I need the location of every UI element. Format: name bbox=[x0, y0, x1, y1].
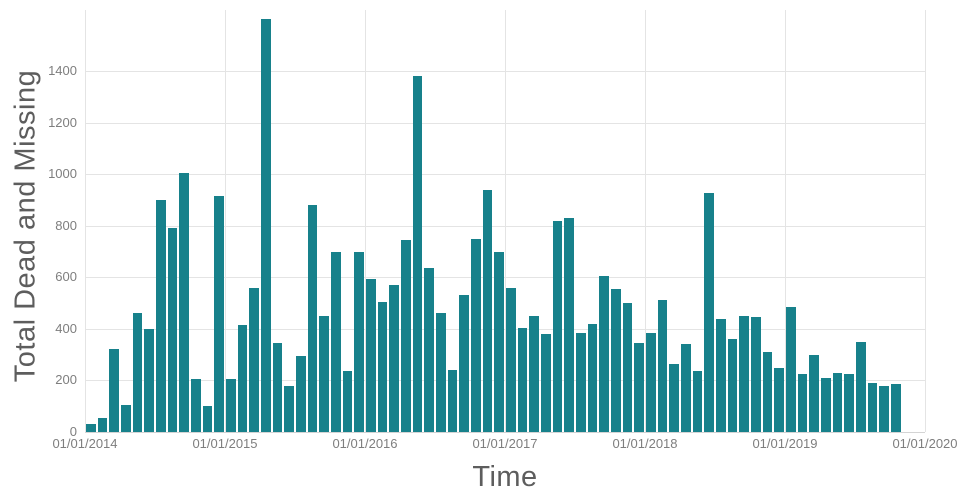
bar bbox=[575, 332, 586, 432]
bar bbox=[109, 349, 120, 432]
bar bbox=[272, 343, 283, 432]
bar bbox=[354, 251, 365, 432]
bar bbox=[844, 373, 855, 432]
x-tick-label: 01/01/2020 bbox=[892, 436, 958, 451]
x-gridline bbox=[365, 10, 366, 432]
bar bbox=[774, 367, 785, 432]
bar bbox=[879, 385, 890, 432]
bar bbox=[214, 196, 225, 432]
bar bbox=[447, 370, 458, 432]
y-tick-label: 0 bbox=[69, 424, 77, 439]
x-tick-label: 01/01/2019 bbox=[752, 436, 818, 451]
bar bbox=[97, 417, 108, 432]
bar bbox=[494, 251, 505, 432]
bar bbox=[424, 268, 435, 432]
bar bbox=[634, 343, 645, 432]
bar bbox=[809, 354, 820, 432]
bar bbox=[295, 355, 306, 432]
bar bbox=[330, 251, 341, 432]
x-gridline bbox=[645, 10, 646, 432]
bar bbox=[797, 373, 808, 432]
bar bbox=[179, 172, 190, 432]
x-gridline bbox=[225, 10, 226, 432]
bar bbox=[284, 385, 295, 432]
x-gridline bbox=[785, 10, 786, 432]
y-tick-label: 1200 bbox=[48, 114, 77, 130]
bar bbox=[260, 19, 271, 432]
bar bbox=[190, 379, 201, 432]
bar bbox=[505, 287, 516, 432]
bar bbox=[155, 199, 166, 432]
x-tick-label: 01/01/2018 bbox=[612, 436, 678, 451]
bar bbox=[85, 424, 96, 432]
bar bbox=[377, 301, 388, 432]
bar bbox=[249, 287, 260, 432]
bar bbox=[167, 228, 178, 432]
y-tick-label: 200 bbox=[55, 372, 77, 388]
bar bbox=[517, 327, 528, 432]
bar bbox=[307, 205, 318, 432]
bar bbox=[692, 371, 703, 432]
bar bbox=[459, 295, 470, 432]
x-tick-label: 01/01/2015 bbox=[192, 436, 258, 451]
bar bbox=[657, 300, 668, 432]
bar bbox=[599, 275, 610, 432]
x-gridline bbox=[925, 10, 926, 432]
bar bbox=[482, 189, 493, 432]
bar bbox=[680, 344, 691, 432]
bar bbox=[552, 220, 563, 432]
bar bbox=[389, 285, 400, 432]
bar bbox=[855, 341, 866, 432]
bar bbox=[342, 371, 353, 432]
bar bbox=[750, 317, 761, 432]
bar bbox=[645, 332, 656, 432]
bar bbox=[144, 328, 155, 432]
bar bbox=[529, 315, 540, 432]
bar bbox=[890, 384, 901, 432]
bar bbox=[202, 406, 213, 432]
bar bbox=[622, 303, 633, 432]
bar bbox=[587, 323, 598, 432]
bar bbox=[832, 372, 843, 432]
bar bbox=[540, 334, 551, 432]
y-tick-label: 1000 bbox=[48, 166, 77, 182]
bar bbox=[867, 383, 878, 432]
bar bbox=[237, 324, 248, 432]
y-tick-label: 600 bbox=[55, 269, 77, 285]
bar bbox=[435, 313, 446, 432]
bar bbox=[785, 306, 796, 432]
bar bbox=[365, 278, 376, 432]
x-gridline bbox=[85, 10, 86, 432]
y-tick-label: 400 bbox=[55, 320, 77, 336]
x-tick-label: 01/01/2014 bbox=[52, 436, 118, 451]
x-axis-line bbox=[85, 432, 925, 433]
x-tick-label: 01/01/2016 bbox=[332, 436, 398, 451]
bar bbox=[132, 313, 143, 432]
x-axis-title: Time bbox=[472, 461, 538, 493]
bar bbox=[470, 238, 481, 432]
bar bbox=[669, 363, 680, 432]
bar bbox=[762, 352, 773, 432]
bar bbox=[412, 76, 423, 432]
bar bbox=[727, 339, 738, 432]
bar bbox=[400, 239, 411, 432]
bar bbox=[610, 288, 621, 432]
y-tick-label: 1400 bbox=[48, 63, 77, 78]
x-tick-label: 01/01/2017 bbox=[472, 436, 538, 451]
bar bbox=[704, 193, 715, 432]
bar bbox=[564, 217, 575, 432]
x-gridline bbox=[505, 10, 506, 432]
bar bbox=[319, 315, 330, 432]
bar bbox=[120, 404, 131, 432]
bar bbox=[715, 318, 726, 432]
bar bbox=[739, 315, 750, 432]
y-tick-label: 800 bbox=[55, 217, 77, 233]
bar bbox=[820, 377, 831, 432]
bar bbox=[225, 379, 236, 432]
